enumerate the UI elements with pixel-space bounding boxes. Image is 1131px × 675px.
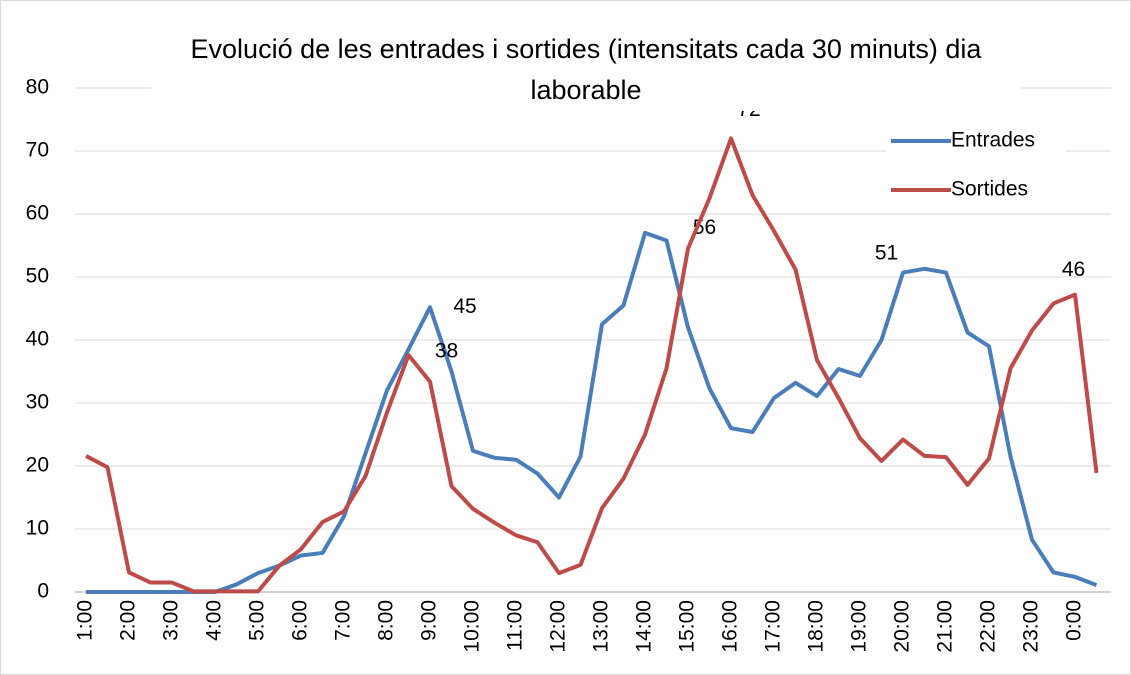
y-tick-label: 40	[26, 328, 49, 351]
y-tick-label: 0	[37, 580, 49, 603]
chart-title: Evolució de les entrades i sortides (int…	[151, 29, 1021, 111]
x-tick-label: 8:00	[375, 600, 398, 641]
data-label: 38	[435, 340, 458, 363]
x-tick-label: 6:00	[289, 600, 312, 641]
x-tick-label: 13:00	[590, 600, 613, 653]
x-tick-label: 2:00	[117, 600, 140, 641]
x-tick-label: 4:00	[203, 600, 226, 641]
x-tick-label: 5:00	[246, 600, 269, 641]
x-tick-label: 18:00	[805, 600, 828, 653]
x-tick-label: 3:00	[160, 600, 183, 641]
x-tick-label: 11:00	[504, 600, 527, 651]
y-tick-label: 20	[26, 454, 49, 477]
x-tick-label: 0:00	[1063, 600, 1086, 641]
y-tick-label: 10	[26, 517, 49, 540]
x-tick-label: 20:00	[891, 600, 914, 653]
x-tick-label: 23:00	[1020, 600, 1043, 653]
x-tick-label: 22:00	[977, 600, 1000, 653]
y-tick-label: 80	[26, 76, 49, 99]
y-tick-label: 30	[26, 391, 49, 414]
x-tick-label: 10:00	[461, 600, 484, 653]
x-tick-label: 1:00	[74, 600, 97, 641]
x-tick-label: 12:00	[547, 600, 570, 653]
data-label: 46	[1062, 258, 1085, 281]
x-tick-label: 14:00	[633, 600, 656, 653]
y-tick-label: 70	[26, 139, 49, 162]
x-tick-label: 19:00	[848, 600, 871, 653]
x-tick-label: 15:00	[676, 600, 699, 653]
x-tick-label: 21:00	[934, 600, 957, 653]
legend-label: Entrades	[951, 129, 1035, 152]
legend-bg	[886, 121, 1066, 211]
data-label: 45	[453, 295, 476, 318]
x-tick-label: 16:00	[719, 600, 742, 653]
legend-label: Sortides	[951, 178, 1028, 201]
line-series	[85, 136, 1099, 594]
line-series	[86, 230, 1098, 594]
x-tick-label: 17:00	[762, 600, 785, 653]
y-tick-label: 60	[26, 202, 49, 225]
y-tick-label: 50	[26, 265, 49, 288]
x-tick-label: 7:00	[332, 600, 355, 641]
data-label: 51	[875, 241, 898, 264]
x-tick-label: 9:00	[418, 600, 441, 641]
